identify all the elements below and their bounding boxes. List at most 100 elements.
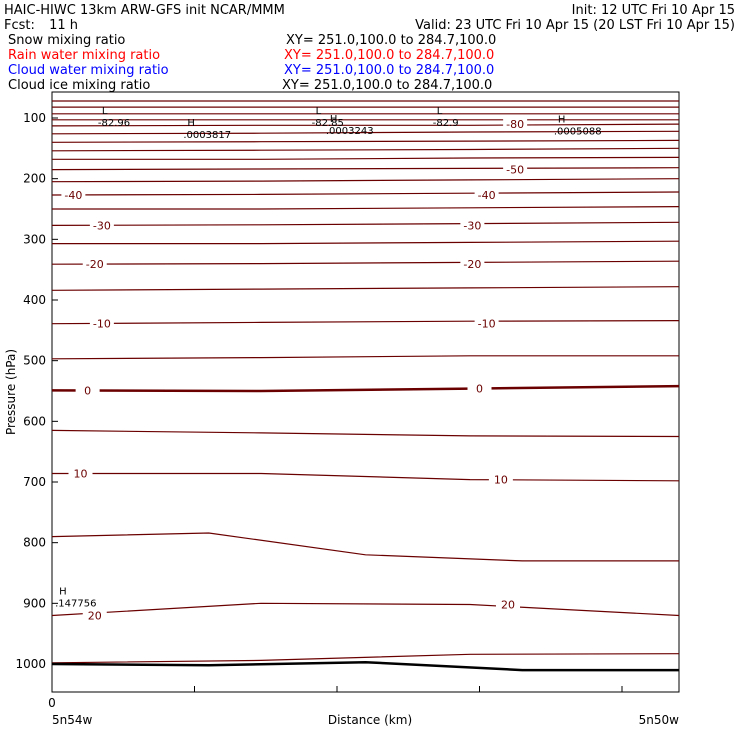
contour-line [51, 178, 680, 183]
contour-label-bg [488, 472, 513, 486]
y-tick-label: 400 [23, 293, 46, 307]
extremum-letter: L [102, 106, 108, 117]
surface-line-path [51, 660, 679, 672]
field-cloudice-name: Cloud ice mixing ratio [8, 78, 150, 93]
contour-line [51, 221, 680, 226]
contour-lines [51, 100, 680, 664]
contour-line [51, 602, 680, 617]
contour-label-bg [503, 162, 528, 176]
y-axis: 100 200 300 400 500 600 700 800 900 1000 [15, 111, 58, 671]
contour-line [51, 260, 680, 265]
contour-label: 0 [84, 384, 91, 397]
extremum-letter: L [437, 106, 443, 117]
surface-line [51, 660, 679, 672]
y-tick-label: 200 [23, 172, 46, 186]
contour-label-bg [474, 316, 499, 330]
contour-line [51, 355, 679, 360]
extremum-value: .0003243 [326, 126, 374, 137]
field-cloudice-xy: XY= 251.0,100.0 to 284.7,100.0 [282, 78, 492, 93]
x-axis-title: Distance (km) [328, 713, 412, 727]
contour-line [51, 147, 680, 152]
contour-label: -80 [506, 118, 524, 131]
contour-label-bg [89, 218, 114, 232]
contour-label: 20 [501, 599, 515, 612]
contour-line [52, 240, 680, 245]
extremum-letter: H [187, 118, 195, 129]
field-rain-name: Rain water mixing ratio [8, 48, 160, 63]
contour-line [51, 130, 680, 135]
forecast-label: Fcst: [4, 18, 35, 33]
contour-label-bg [82, 608, 107, 622]
extremum-value: -82.85 [312, 118, 344, 129]
contour-label: -40 [64, 189, 82, 202]
field-rain-xy: XY= 251.0,100.0 to 284.7,100.0 [284, 48, 494, 63]
contour-line [52, 472, 680, 482]
contour-label: 0 [476, 383, 483, 396]
contour-label: -10 [478, 318, 496, 331]
contour-label-bg [89, 316, 114, 330]
contour-line [51, 429, 680, 438]
init-time: Init: 12 UTC Fri 10 Apr 15 [572, 3, 735, 18]
extremum-value: .0005088 [554, 126, 602, 137]
x-axis-left-label: 5n54w [52, 713, 93, 727]
valid-time: Valid: 23 UTC Fri 10 Apr 15 (20 LST Fri … [415, 18, 735, 33]
contour-line [51, 139, 680, 143]
contour-line [51, 123, 680, 127]
contour-line [52, 156, 680, 160]
contour-label: 10 [74, 468, 88, 481]
field-snow-name: Snow mixing ratio [8, 33, 125, 48]
contour-label: -20 [463, 258, 481, 271]
extremum-value: -82.96 [98, 118, 130, 129]
chart-title: HAIC-HIWC 13km ARW-GFS init NCAR/MMM [4, 3, 285, 18]
extremum-letter: H [330, 114, 338, 125]
contour-line [51, 191, 680, 196]
contour-label-bg [503, 117, 528, 131]
contour-line [51, 167, 680, 171]
contour-label: -10 [93, 318, 111, 331]
y-tick-label: 700 [23, 475, 46, 489]
contour-label: -40 [478, 189, 496, 202]
extrema-markers: L-82.96L-82.85L-82.9H.0003817H.0003243H.… [55, 106, 601, 609]
contour-label-bg [460, 257, 485, 271]
contour-label-bg [467, 381, 492, 395]
field-cloudwater-name: Cloud water mixing ratio [8, 63, 169, 78]
field-cloudwater-xy: XY= 251.0,100.0 to 284.7,100.0 [284, 63, 494, 78]
contour-line [52, 206, 680, 210]
x-tick-label: 0 [48, 696, 56, 710]
contour-label-bg [75, 383, 100, 397]
extremum-value: -82.9 [433, 118, 459, 129]
field-snow-xy: XY= 251.0,100.0 to 284.7,100.0 [286, 33, 496, 48]
extremum-value: .147756 [55, 598, 96, 609]
forecast-hours: 11 h [49, 18, 78, 33]
extremum-value: .0003817 [183, 130, 231, 141]
contour-label-bg [474, 188, 499, 202]
y-tick-label: 500 [23, 354, 46, 368]
contour-label: -20 [86, 258, 104, 271]
contour-label-bg [61, 188, 86, 202]
contour-labels: -40 -30 -20 -10 0 10 20 -80 -50 -40 -30 -20 -10 0 10 20 [61, 117, 528, 622]
y-tick-label: 900 [23, 596, 46, 610]
y-tick-label: 600 [23, 414, 46, 428]
x-axis-right-label: 5n50w [639, 713, 680, 727]
plot-frame [51, 91, 680, 693]
contour-line [51, 384, 680, 393]
contour-label-bg [496, 597, 520, 611]
contour-line [51, 532, 679, 562]
contour-label: -30 [93, 219, 111, 232]
extremum-letter: H [59, 586, 67, 597]
y-tick-label: 800 [23, 536, 46, 550]
x-axis: 0 [48, 686, 623, 710]
y-tick-label: 300 [23, 232, 46, 246]
extremum-letter: H [558, 114, 566, 125]
extremum-letter: L [316, 106, 322, 117]
contour-line [51, 286, 680, 291]
contour-label: 20 [88, 609, 102, 622]
contour-line [51, 320, 680, 325]
contour-label-bg [82, 257, 107, 271]
contour-label: 10 [494, 474, 508, 487]
contour-label: -50 [506, 164, 524, 177]
y-tick-label: 100 [23, 111, 46, 125]
contour-line [51, 653, 680, 664]
contour-label-bg [460, 218, 485, 232]
